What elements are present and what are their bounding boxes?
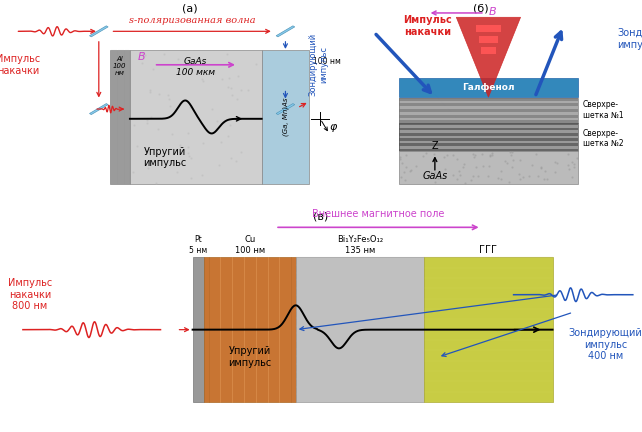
Bar (399, 104, 578, 106)
Bar (296, 257, 424, 402)
Text: Сверхре-
шетка №2: Сверхре- шетка №2 (583, 129, 623, 148)
Text: (а): (а) (182, 3, 198, 13)
Text: φ: φ (329, 122, 336, 133)
Text: Зондирующий
импульс: Зондирующий импульс (617, 28, 642, 50)
Bar (130, 50, 262, 184)
Bar (399, 121, 578, 123)
Text: Импульс
накачки: Импульс накачки (403, 15, 452, 37)
Text: Внешнее магнитное поле: Внешнее магнитное поле (312, 209, 444, 219)
Text: Зондирующий
импульс
400 нм: Зондирующий импульс 400 нм (568, 328, 642, 361)
Bar (399, 133, 578, 136)
Text: (Ga, Mn)As: (Ga, Mn)As (282, 97, 289, 136)
Polygon shape (456, 17, 521, 97)
Polygon shape (276, 104, 295, 114)
Text: Pt
5 нм: Pt 5 нм (189, 235, 207, 255)
Bar (399, 123, 578, 125)
Bar (399, 146, 578, 149)
Text: Зондирующий
импульс: Зондирующий импульс (309, 33, 328, 96)
Bar (399, 149, 578, 151)
Text: Z: Z (431, 141, 438, 151)
Bar (399, 151, 578, 184)
Bar (399, 115, 578, 118)
Text: ГГГ: ГГГ (480, 245, 498, 255)
Text: GaAs
100 мкм: GaAs 100 мкм (177, 57, 215, 76)
Bar (399, 101, 578, 104)
Bar (399, 130, 578, 133)
Bar (399, 78, 578, 97)
Bar (399, 141, 578, 143)
Text: Bi₁Y₂Fe₅O₁₂
135 нм: Bi₁Y₂Fe₅O₁₂ 135 нм (337, 235, 383, 255)
Bar (479, 36, 498, 43)
Polygon shape (89, 26, 108, 37)
Text: 100 нм: 100 нм (313, 57, 341, 66)
Text: s-поляризованная волна: s-поляризованная волна (129, 16, 256, 25)
Bar (482, 47, 496, 54)
Bar (204, 257, 296, 402)
Text: Галфенол: Галфенол (462, 83, 515, 92)
Bar (399, 125, 578, 128)
Bar (399, 136, 578, 138)
Text: GaAs: GaAs (422, 171, 447, 181)
Polygon shape (89, 104, 108, 114)
Bar (399, 109, 578, 112)
Bar (399, 98, 578, 123)
Bar (399, 118, 578, 121)
Text: Импульс
накачки
800 нм: Импульс накачки 800 нм (8, 278, 52, 311)
Text: Сверхре-
шетка №1: Сверхре- шетка №1 (583, 101, 623, 120)
Text: Импульс
накачки: Импульс накачки (0, 54, 40, 76)
Text: Cu
100 нм: Cu 100 нм (235, 235, 265, 255)
Text: (б): (б) (474, 3, 489, 13)
Bar (399, 98, 578, 101)
Bar (399, 143, 578, 146)
Text: $B$: $B$ (137, 50, 146, 61)
Bar (399, 112, 578, 115)
Bar (424, 257, 553, 402)
Bar (110, 50, 130, 184)
Bar (399, 123, 578, 151)
Bar (399, 128, 578, 130)
Bar (476, 25, 501, 32)
Text: Упругий
импульс: Упругий импульс (143, 147, 186, 168)
Text: Al
100
нм: Al 100 нм (113, 56, 126, 76)
Polygon shape (276, 26, 295, 37)
Bar (399, 138, 578, 141)
Text: Упругий
импульс: Упругий импульс (229, 346, 272, 368)
Bar (193, 257, 204, 402)
Text: (в): (в) (313, 211, 329, 221)
Bar (399, 106, 578, 109)
Bar (262, 50, 309, 184)
Text: $B$: $B$ (489, 5, 498, 17)
